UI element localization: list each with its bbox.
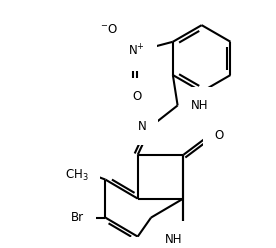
- Text: N$^{+}$: N$^{+}$: [128, 44, 145, 59]
- Text: CH$_3$: CH$_3$: [65, 168, 88, 183]
- Text: Br: Br: [71, 211, 84, 224]
- Text: O: O: [215, 129, 224, 142]
- Text: O: O: [132, 90, 141, 103]
- Text: NH: NH: [165, 233, 182, 246]
- Text: $^{-}$O: $^{-}$O: [100, 23, 118, 36]
- Text: N: N: [137, 120, 146, 133]
- Text: NH: NH: [191, 99, 208, 112]
